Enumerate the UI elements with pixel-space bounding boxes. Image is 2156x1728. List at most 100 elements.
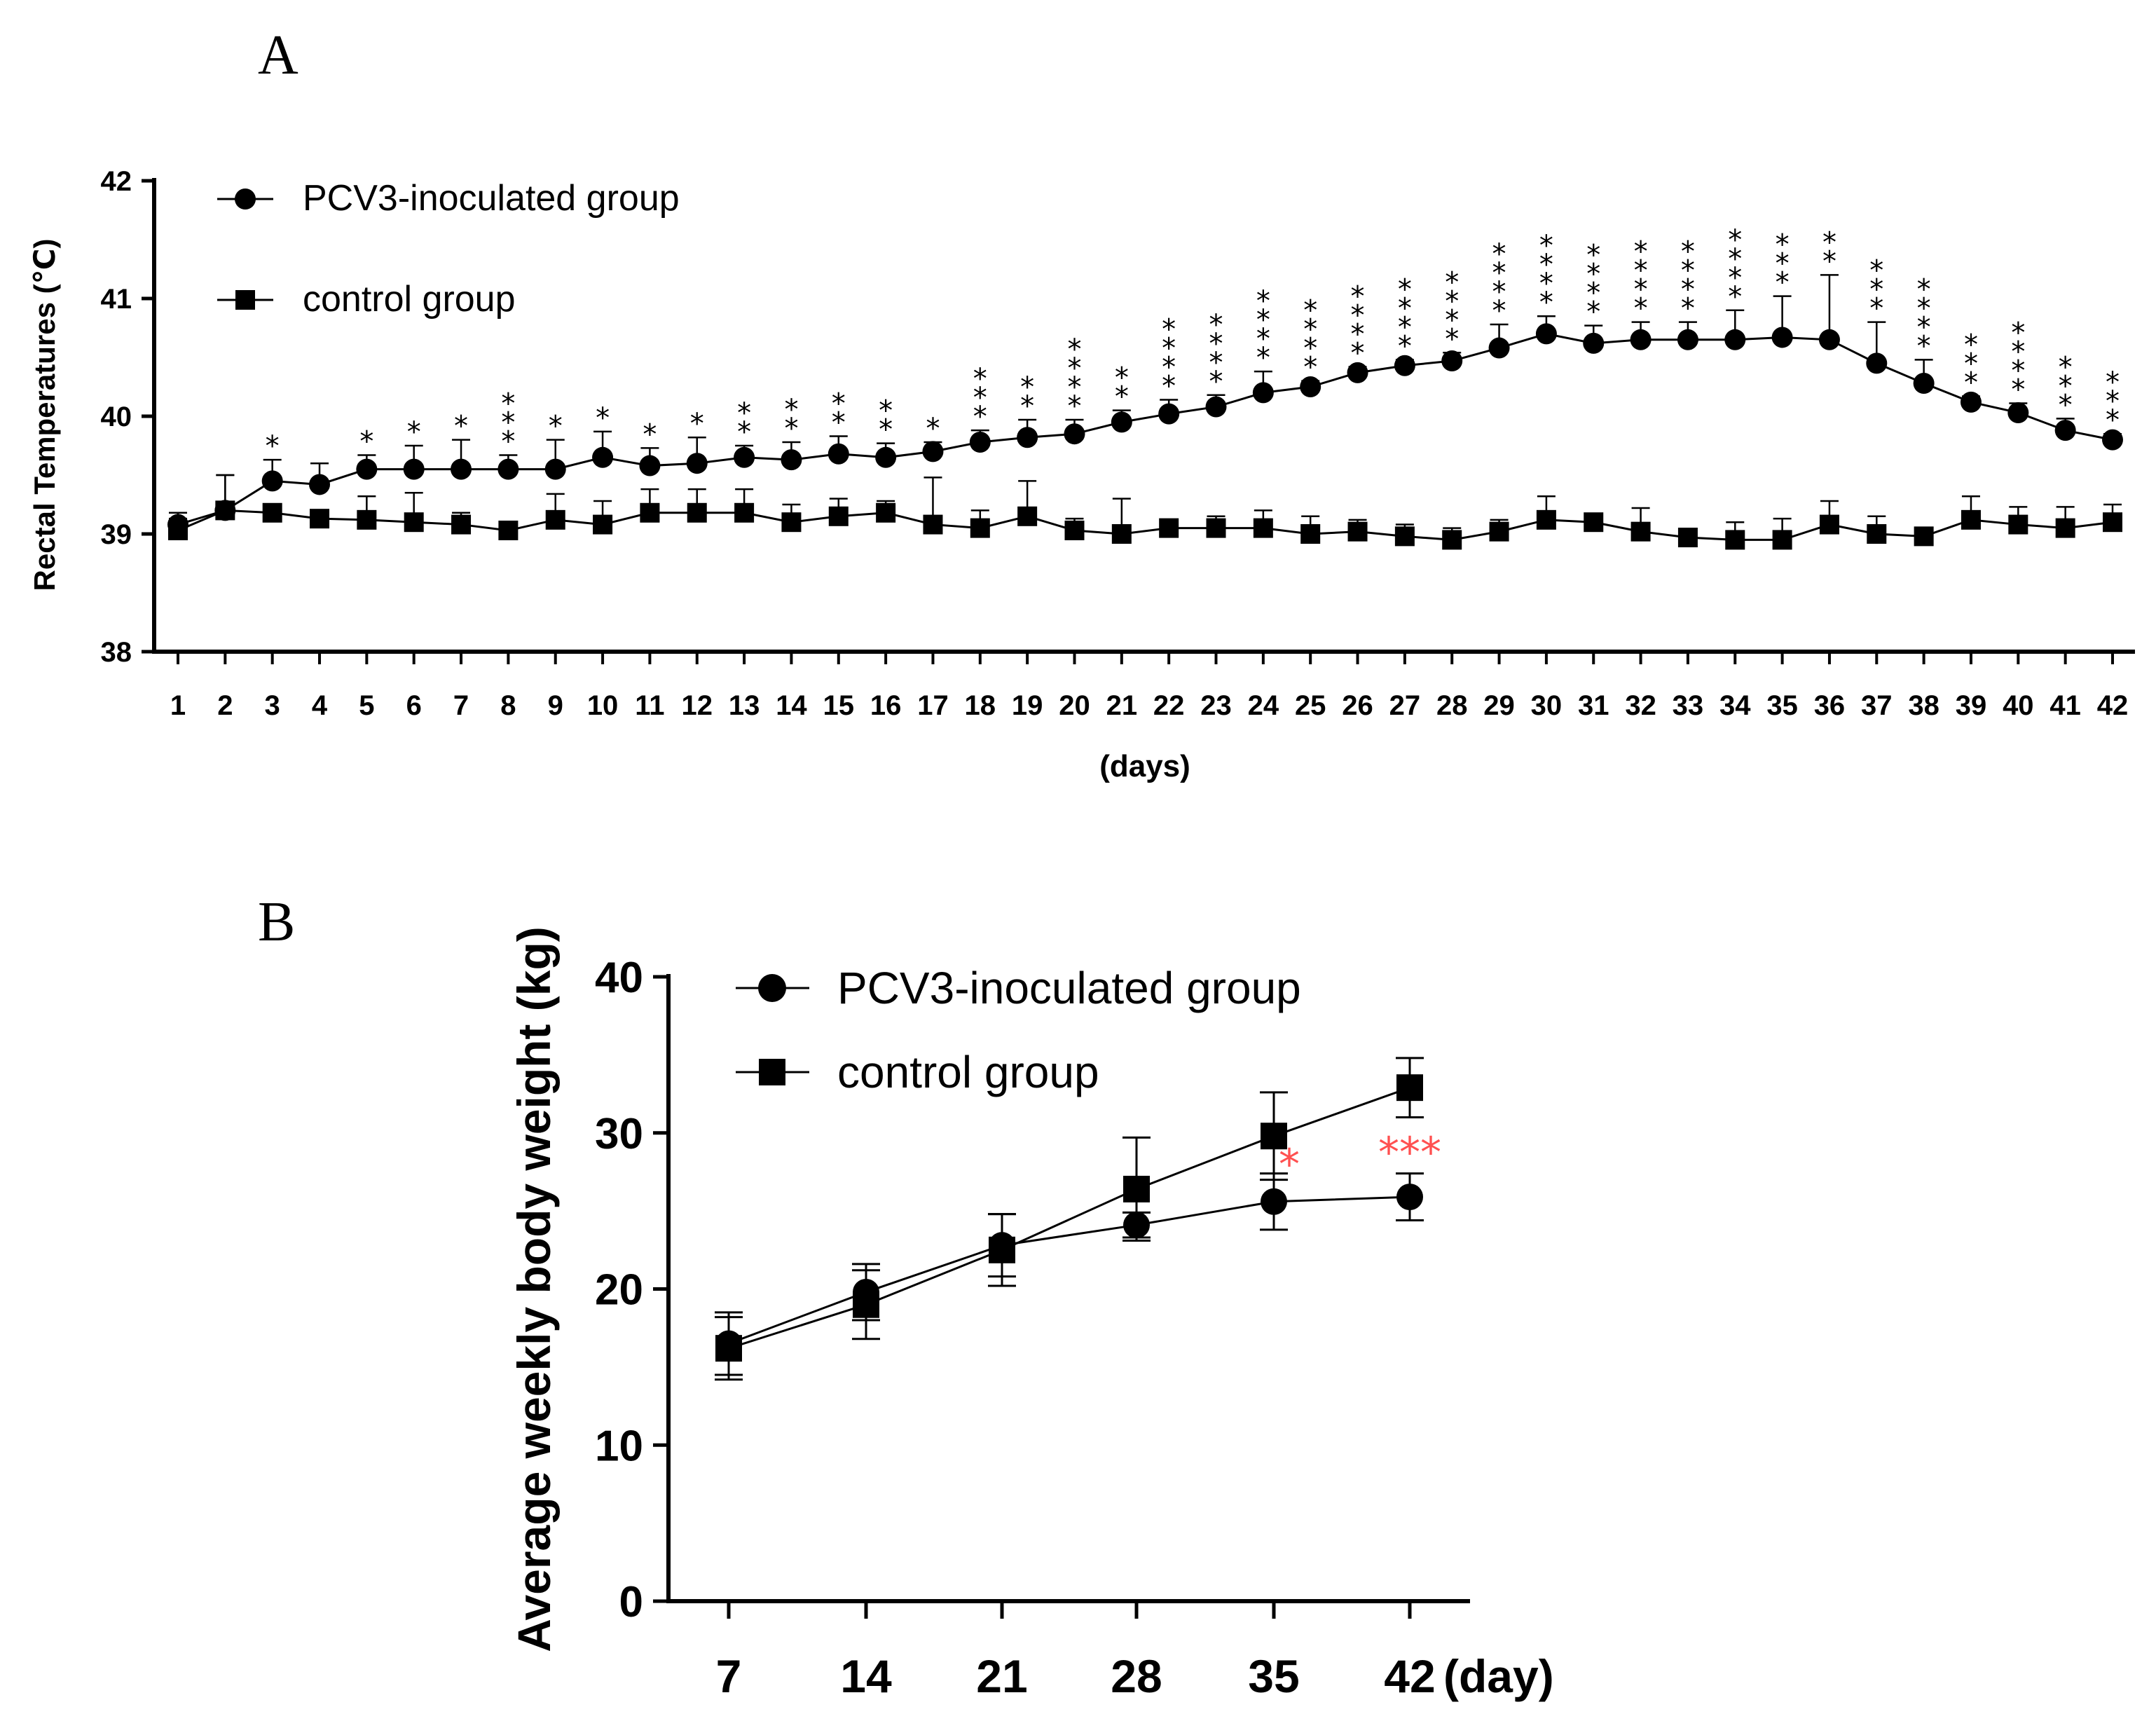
a-significance-star: * xyxy=(737,416,751,448)
a-ytick-label: 41 xyxy=(101,284,132,315)
a-significance-star: * xyxy=(879,414,893,446)
a-series-line xyxy=(177,332,2113,526)
a-significance-star: * xyxy=(1822,226,1836,259)
a-xtick-label: 17 xyxy=(917,690,949,721)
a-significance-star: * xyxy=(832,407,846,439)
legend-b-label-pcv3: PCV3-inoculated group xyxy=(837,963,1301,1013)
a-significance-star: * xyxy=(549,411,563,443)
a-significance-star: * xyxy=(973,401,987,433)
a-significance-star: * xyxy=(2011,336,2025,369)
a-significance-star: * xyxy=(501,406,515,439)
a-point-pcv3 xyxy=(1205,396,1227,418)
a-significance-star: * xyxy=(1539,249,1553,281)
a-point-control xyxy=(451,514,472,535)
a-xtick-label: 21 xyxy=(1106,690,1138,721)
a-point-pcv3 xyxy=(497,458,519,480)
a-point-control xyxy=(640,502,660,523)
a-significance-star: * xyxy=(1869,293,1883,325)
b-significance-mark: * xyxy=(1279,1140,1300,1189)
a-point-control xyxy=(593,514,613,535)
a-significance-star: * xyxy=(2011,317,2025,350)
a-point-control xyxy=(1442,530,1462,550)
a-significance-star: * xyxy=(1067,390,1081,423)
a-significance-star: * xyxy=(1917,330,1931,362)
a-significance-star: * xyxy=(1917,311,1931,343)
a-significance-star: * xyxy=(1728,224,1742,256)
a-significance-star: * xyxy=(1492,257,1506,289)
a-significance-star: * xyxy=(1115,381,1129,413)
a-significance-star: * xyxy=(1303,352,1317,384)
a-significance-star: * xyxy=(879,395,893,427)
a-significance-star: * xyxy=(1256,285,1270,317)
a-significance-star: * xyxy=(1445,323,1459,355)
chart-b-x-ticks: 7 14 21 28 35 42 xyxy=(716,1601,1436,1702)
a-point-pcv3 xyxy=(1300,376,1321,397)
a-point-pcv3 xyxy=(1347,362,1368,383)
chart-a-x-ticks: 1 2 3 4 5 6 7 8 9 10 11 12 13 14 15 16 17 18 19 20 21 22 23 24 2… xyxy=(170,652,2128,721)
a-significance-star: * xyxy=(1398,311,1412,343)
a-point-pcv3 xyxy=(969,431,991,453)
a-significance-star: * xyxy=(2106,385,2120,418)
a-significance-star: * xyxy=(1162,370,1176,402)
b-ytick-label: 20 xyxy=(595,1266,643,1315)
a-significance-star: * xyxy=(1162,351,1176,383)
a-point-control xyxy=(734,502,755,523)
a-point-pcv3 xyxy=(2102,429,2123,451)
a-point-control xyxy=(1064,520,1085,540)
chart-b-significance: * *** xyxy=(1279,1128,1441,1189)
a-point-pcv3 xyxy=(451,458,472,480)
a-xtick-label: 13 xyxy=(729,690,760,721)
a-significance-star: * xyxy=(1351,337,1365,369)
a-xtick-label: 2 xyxy=(217,690,233,721)
a-xtick-label: 28 xyxy=(1436,690,1468,721)
a-point-control xyxy=(1677,528,1698,548)
a-significance-star: * xyxy=(784,413,798,445)
a-point-control xyxy=(1300,524,1321,544)
a-significance-star: * xyxy=(1303,333,1317,365)
a-significance-star: * xyxy=(1351,318,1365,350)
a-significance-star: * xyxy=(2059,370,2073,402)
a-point-pcv3 xyxy=(1158,403,1180,425)
a-significance-star: * xyxy=(1303,314,1317,346)
b-point-pcv3 xyxy=(1396,1184,1423,1211)
a-significance-star: * xyxy=(784,394,798,426)
a-point-pcv3 xyxy=(922,441,944,462)
a-xtick-label: 36 xyxy=(1814,690,1846,721)
a-xtick-label: 40 xyxy=(2003,690,2034,721)
a-significance-star: * xyxy=(690,408,704,440)
a-xtick-label: 37 xyxy=(1861,690,1893,721)
chart-b-y-axis-label: Average weekly body weight (kg) xyxy=(508,926,560,1652)
a-xtick-label: 5 xyxy=(359,690,374,721)
a-point-pcv3 xyxy=(2054,420,2076,441)
b-ytick-label: 10 xyxy=(595,1422,643,1470)
legend-b-marker-control xyxy=(759,1059,785,1085)
a-significance-star: * xyxy=(1964,329,1978,361)
a-point-control xyxy=(2008,514,2028,535)
a-xtick-label: 35 xyxy=(1766,690,1798,721)
a-xtick-label: 18 xyxy=(965,690,996,721)
a-significance-star: * xyxy=(973,382,987,414)
b-significance-mark: *** xyxy=(1378,1128,1441,1177)
a-point-pcv3 xyxy=(309,474,331,495)
a-significance-star: * xyxy=(1586,277,1600,310)
b-xtick-label: 42 xyxy=(1384,1650,1435,1702)
a-significance-star: * xyxy=(1776,267,1790,299)
a-significance-star: * xyxy=(1492,276,1506,308)
b-ytick-label: 0 xyxy=(619,1578,643,1626)
a-point-control xyxy=(1536,509,1556,530)
a-point-pcv3 xyxy=(2007,402,2029,423)
a-point-control xyxy=(876,502,896,523)
a-point-pcv3 xyxy=(734,446,755,468)
a-point-pcv3 xyxy=(1960,391,1982,413)
b-ytick-label: 40 xyxy=(595,954,643,1002)
chart-b-y-ticks: 0 10 20 30 40 xyxy=(595,954,668,1626)
a-xtick-label: 6 xyxy=(406,690,422,721)
chart-b-legend: PCV3-inoculated group control group xyxy=(736,963,1301,1097)
a-point-pcv3 xyxy=(1771,327,1793,348)
a-significance-star: * xyxy=(1869,255,1883,287)
a-xtick-label: 1 xyxy=(170,690,186,721)
a-significance-star: * xyxy=(1681,293,1695,325)
chart-a-series xyxy=(167,274,2123,550)
a-significance-star: * xyxy=(1067,334,1081,366)
a-point-control xyxy=(1489,521,1509,542)
